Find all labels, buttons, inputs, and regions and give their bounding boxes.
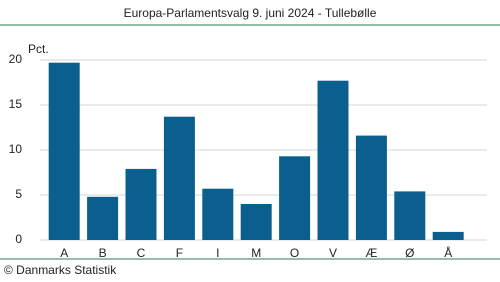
x-tick-label: Ø xyxy=(405,246,414,260)
x-tick-label: F xyxy=(176,246,183,260)
bar xyxy=(87,196,119,240)
bar xyxy=(279,156,311,240)
bar xyxy=(394,191,426,240)
x-tick-label: B xyxy=(99,246,107,260)
bar xyxy=(202,188,234,240)
x-tick-label: Æ xyxy=(365,246,377,260)
y-unit: Pct. xyxy=(28,42,49,56)
y-tick-label: 5 xyxy=(15,187,22,201)
x-tick-label: V xyxy=(329,246,337,260)
y-tick-label: 15 xyxy=(9,97,23,111)
source: © Danmarks Statistik xyxy=(4,263,117,277)
y-tick-label: 20 xyxy=(9,52,23,66)
y-tick-label: 10 xyxy=(9,142,23,156)
x-tick-label: M xyxy=(251,246,261,260)
bar xyxy=(125,168,157,240)
x-tick-label: O xyxy=(290,246,299,260)
bar xyxy=(432,231,464,240)
bar xyxy=(163,116,195,240)
x-tick-label: A xyxy=(60,246,68,260)
x-tick-label: I xyxy=(216,246,219,260)
bar xyxy=(48,62,80,241)
bar xyxy=(355,135,387,240)
chart-title: Europa-Parlamentsvalg 9. juni 2024 - Tul… xyxy=(124,6,377,20)
x-tick-label: C xyxy=(137,246,146,260)
y-tick-label: 0 xyxy=(15,232,22,246)
bar xyxy=(240,204,272,240)
x-tick-label: Å xyxy=(444,245,452,260)
bar xyxy=(317,80,349,240)
